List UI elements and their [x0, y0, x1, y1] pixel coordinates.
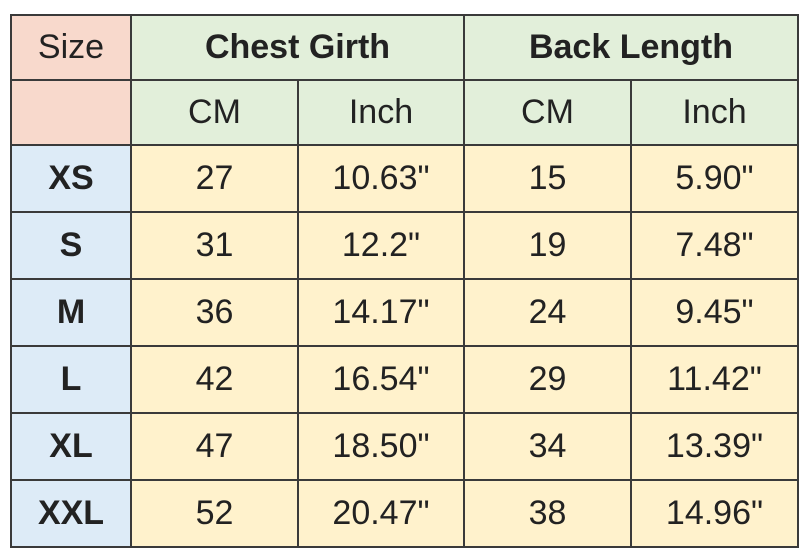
- header-row: Size Chest Girth Back Length: [10, 14, 799, 81]
- size-row: XS 27 10.63" 15 5.90": [10, 144, 799, 213]
- size-label: L: [10, 345, 132, 414]
- measurement: 34: [463, 412, 632, 481]
- size-table: Size Chest Girth Back Length CM Inch CM …: [10, 14, 799, 548]
- measurement: 27: [130, 144, 299, 213]
- measurement: 12.2": [297, 211, 465, 280]
- size-header: Size: [10, 14, 132, 81]
- size-row: M 36 14.17" 24 9.45": [10, 278, 799, 347]
- unit-header: Inch: [630, 79, 799, 146]
- size-row: XXL 52 20.47" 38 14.96": [10, 479, 799, 548]
- size-label: XL: [10, 412, 132, 481]
- measurement: 36: [130, 278, 299, 347]
- measurement: 52: [130, 479, 299, 548]
- measurement: 7.48": [630, 211, 799, 280]
- size-header-blank: [10, 79, 132, 146]
- measurement: 9.45": [630, 278, 799, 347]
- measurement: 5.90": [630, 144, 799, 213]
- measurement: 16.54": [297, 345, 465, 414]
- measurement: 29: [463, 345, 632, 414]
- measurement: 24: [463, 278, 632, 347]
- unit-header: CM: [130, 79, 299, 146]
- size-label: XXL: [10, 479, 132, 548]
- measurement: 13.39": [630, 412, 799, 481]
- measurement: 14.17": [297, 278, 465, 347]
- measurement: 18.50": [297, 412, 465, 481]
- measurement: 10.63": [297, 144, 465, 213]
- unit-header: Inch: [297, 79, 465, 146]
- unit-header: CM: [463, 79, 632, 146]
- size-label: XS: [10, 144, 132, 213]
- measurement: 42: [130, 345, 299, 414]
- size-row: L 42 16.54" 29 11.42": [10, 345, 799, 414]
- measurement: 15: [463, 144, 632, 213]
- group-header: Back Length: [463, 14, 799, 81]
- measurement: 11.42": [630, 345, 799, 414]
- measurement: 19: [463, 211, 632, 280]
- size-label: S: [10, 211, 132, 280]
- measurement: 38: [463, 479, 632, 548]
- unit-row: CM Inch CM Inch: [10, 79, 799, 146]
- measurement: 20.47": [297, 479, 465, 548]
- size-label: M: [10, 278, 132, 347]
- size-row: S 31 12.2" 19 7.48": [10, 211, 799, 280]
- measurement: 47: [130, 412, 299, 481]
- table-body: XS 27 10.63" 15 5.90" S 31 12.2" 19 7.48" M 36 14.17…: [10, 144, 799, 548]
- measurement: 14.96": [630, 479, 799, 548]
- measurement: 31: [130, 211, 299, 280]
- size-row: XL 47 18.50" 34 13.39": [10, 412, 799, 481]
- group-header: Chest Girth: [130, 14, 465, 81]
